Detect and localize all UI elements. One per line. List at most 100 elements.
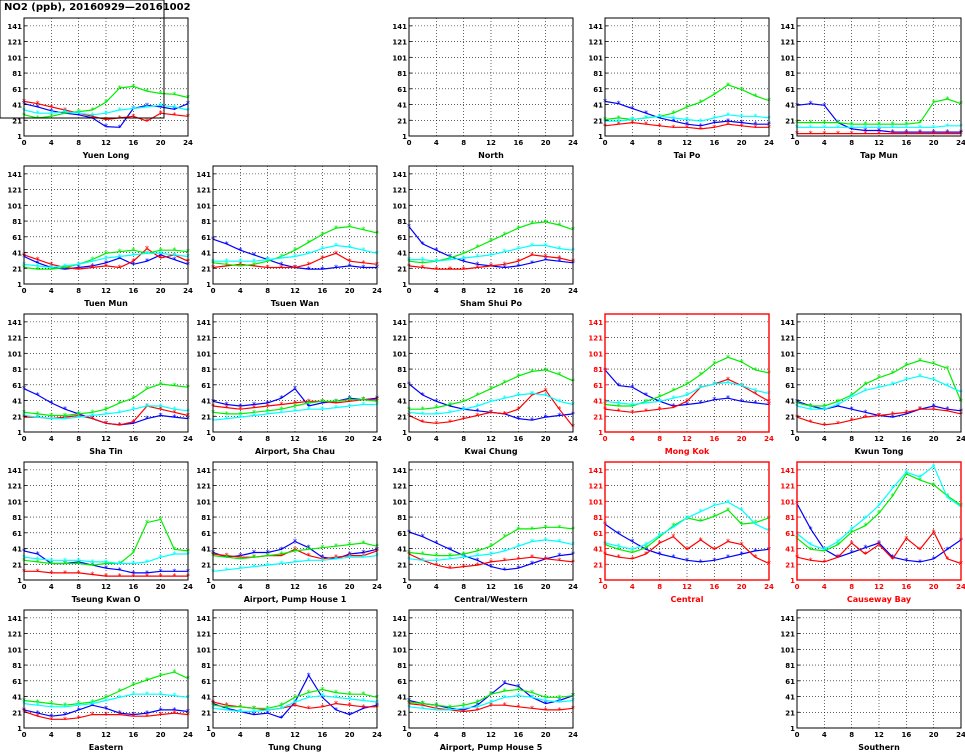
data-point-green: * <box>131 394 135 403</box>
data-point-blue: * <box>462 706 466 715</box>
data-point-blue: * <box>145 415 149 424</box>
x-tick-label: 4 <box>49 287 54 295</box>
data-point-cyan: * <box>740 506 744 515</box>
data-point-red: * <box>279 400 283 409</box>
x-tick-label: 24 <box>956 139 965 147</box>
data-point-blue: * <box>252 711 256 720</box>
data-point-red: * <box>90 711 94 720</box>
data-point-blue: * <box>77 558 81 567</box>
x-tick-label: 16 <box>128 583 138 591</box>
data-point-green: * <box>822 119 826 128</box>
data-point-green: * <box>448 703 452 712</box>
data-point-green: * <box>617 545 621 554</box>
data-point-green: * <box>891 369 895 378</box>
data-point-red: * <box>104 115 108 124</box>
data-point-cyan: * <box>145 558 149 567</box>
data-point-green: * <box>118 248 122 257</box>
data-point-cyan: * <box>822 405 826 414</box>
data-point-red: * <box>489 408 493 417</box>
data-point-red: * <box>434 704 438 713</box>
data-point-red: * <box>671 123 675 132</box>
series-line-blue <box>23 103 189 128</box>
x-tick-label: 8 <box>461 731 466 739</box>
y-tick-label: 121 <box>392 335 407 343</box>
y-tick-label: 41 <box>201 694 211 702</box>
data-point-cyan: * <box>503 693 507 702</box>
data-point-red: * <box>945 130 949 139</box>
x-tick-label: 16 <box>317 583 327 591</box>
data-point-green: * <box>63 263 67 272</box>
data-point-cyan: * <box>334 404 338 413</box>
x-tick-label: 4 <box>238 583 243 591</box>
data-point-blue: * <box>172 105 176 114</box>
y-tick-label: 121 <box>392 187 407 195</box>
data-point-green: * <box>822 402 826 411</box>
data-point-cyan: * <box>503 547 507 556</box>
x-tick-label: 20 <box>345 287 355 295</box>
data-point-green: * <box>434 404 438 413</box>
data-point-green: * <box>712 90 716 99</box>
panel-tung-chung: ** * * ******** ** * * * * * * * * * * * ** * * * * *** * * * * **… <box>196 609 382 752</box>
data-point-blue: * <box>172 413 176 422</box>
data-point-green: * <box>159 246 163 255</box>
data-point-cyan: * <box>557 698 561 707</box>
data-point-green: * <box>172 246 176 255</box>
data-point-red: * <box>159 254 163 263</box>
panel-frame <box>212 461 378 581</box>
data-point-blue: * <box>36 550 40 559</box>
data-point-red: * <box>334 700 338 709</box>
data-point-cyan: * <box>836 400 840 409</box>
panel-title: Tung Chung <box>268 743 321 752</box>
data-point-cyan: * <box>145 103 149 112</box>
x-tick-label: 24 <box>568 731 578 739</box>
data-point-green: * <box>131 246 135 255</box>
data-point-green: * <box>293 246 297 255</box>
data-point-green: * <box>266 257 270 266</box>
x-tick-label: 24 <box>568 435 578 443</box>
data-point-red: * <box>63 413 67 422</box>
data-point-cyan: * <box>489 251 493 260</box>
data-point-blue: * <box>131 260 135 269</box>
x-tick-label: 20 <box>541 731 551 739</box>
data-point-blue: * <box>49 399 53 408</box>
x-tick-label: 24 <box>956 435 965 443</box>
y-tick-label: 121 <box>588 483 603 491</box>
data-point-cyan: * <box>448 555 452 564</box>
data-point-red: * <box>293 545 297 554</box>
data-point-blue: * <box>932 555 936 564</box>
panel-title: Tuen Mun <box>84 299 128 308</box>
y-tick-label: 41 <box>12 694 22 702</box>
data-point-blue: * <box>726 117 730 126</box>
data-point-blue: * <box>266 709 270 718</box>
data-point-cyan: * <box>159 690 163 699</box>
y-tick-label: 141 <box>392 615 407 623</box>
series-line-cyan <box>23 693 189 708</box>
y-tick-label: 21 <box>785 709 795 717</box>
y-tick-label: 41 <box>785 694 795 702</box>
data-point-red: * <box>266 263 270 272</box>
data-point-green: * <box>104 249 108 258</box>
data-point-green: * <box>516 372 520 381</box>
data-point-cyan: * <box>90 257 94 266</box>
y-tick-label: 121 <box>7 39 22 47</box>
data-point-cyan: * <box>530 693 534 702</box>
series-line-green <box>23 85 189 119</box>
series-line-green <box>212 688 378 709</box>
series-line-cyan <box>796 464 962 550</box>
series-line-red <box>408 254 574 270</box>
y-tick-label: 141 <box>780 23 795 31</box>
y-tick-label: 141 <box>780 467 795 475</box>
data-point-cyan: * <box>932 375 936 384</box>
data-point-blue: * <box>685 400 689 409</box>
series-line-green <box>408 526 574 557</box>
data-point-blue: * <box>159 251 163 260</box>
panel-sham-shui-po: ***** * * * * * * * ** * * * * * * * ** * * ** * * ******* * ***… <box>392 165 578 308</box>
data-point-cyan: * <box>475 252 479 261</box>
data-point-red: * <box>334 399 338 408</box>
y-tick-label: 81 <box>12 514 22 522</box>
series-line-blue <box>604 369 770 407</box>
data-point-blue: * <box>658 550 662 559</box>
y-tick-label: 1 <box>17 725 22 733</box>
data-point-blue: * <box>159 567 163 576</box>
data-point-blue: * <box>77 111 81 120</box>
